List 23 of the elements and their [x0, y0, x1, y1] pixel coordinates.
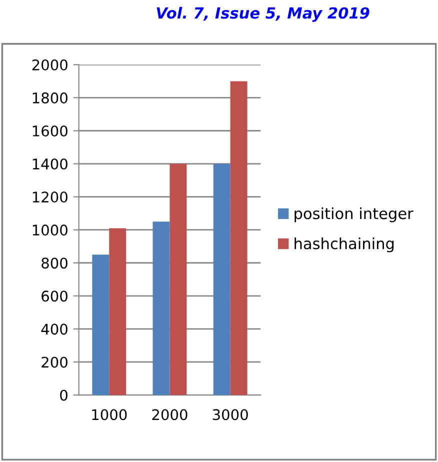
y-tick-label: 1600: [32, 125, 68, 136]
y-tick-label: 1200: [32, 192, 68, 203]
text: Vol. 7, Issue 5, May 2019: [156, 6, 370, 22]
x-tick-label: 3000: [212, 409, 248, 420]
bar: [230, 81, 248, 396]
y-tick-label: 0: [60, 390, 68, 401]
y-tick-label: 800: [42, 258, 68, 269]
y-tick-label: 400: [41, 324, 68, 335]
legend-label: position integer: [294, 207, 414, 222]
bar: [170, 164, 187, 396]
bar: [109, 228, 126, 396]
legend-label: hashchaining: [294, 237, 394, 252]
y-tick-label: 1400: [32, 158, 68, 170]
y-tick-label: 1800: [32, 92, 68, 104]
bar: [213, 164, 230, 396]
bar: [92, 254, 110, 396]
bar: [152, 222, 170, 396]
y-tick-label: 600: [42, 290, 68, 302]
y-tick-label: 200: [42, 356, 68, 368]
y-tick-label: 2000: [32, 59, 68, 70]
y-tick-label: 1000: [32, 224, 68, 236]
x-tick-label: 1000: [92, 409, 127, 420]
x-tick-label: 2000: [152, 409, 188, 420]
